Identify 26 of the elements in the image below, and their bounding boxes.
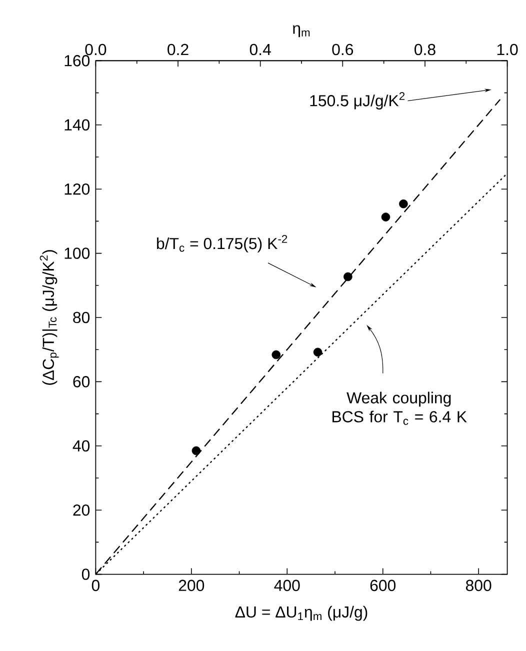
annotation: b/T$_{c}$ = 0.175(5) K$^{-2}$ <box>157 234 288 252</box>
y-tick-label: 100 <box>64 248 90 259</box>
x2-tick-label: 0.0 <box>85 44 106 56</box>
x-tick-label: 0 <box>92 580 100 592</box>
y-tick-label: 0 <box>82 568 90 580</box>
y-tick-label: 160 <box>64 55 90 66</box>
x2-tick-label: 1.0 <box>497 44 518 56</box>
y-tick-label: 120 <box>64 183 90 195</box>
y-tick-label: 20 <box>73 504 90 516</box>
y-tick-label: 60 <box>73 376 90 388</box>
annotation: 150.5 μJ/g/K$^{2}$ <box>310 92 405 110</box>
x-tick-label: 400 <box>274 580 300 592</box>
x-tick-label: 600 <box>370 580 396 592</box>
x2-axis-title: η$_{m}$ <box>293 25 310 38</box>
y-tick-label: 80 <box>73 312 90 324</box>
x-tick-label: 200 <box>178 580 204 592</box>
y-tick-label: 40 <box>72 440 90 452</box>
x2-tick-label: 0.8 <box>414 44 436 56</box>
y-tick-label: 140 <box>64 119 90 131</box>
x2-tick-label: 0.4 <box>250 44 271 56</box>
y-axis-title: (ΔC$_{p}$/T)|$_{Tc}$ (μJ/g/K$^{2}$) <box>40 250 59 385</box>
x2-tick-label: 0.2 <box>168 44 188 56</box>
x2-tick-label: 0.6 <box>332 44 354 56</box>
annotation: Weak coupling BCS for T$_{c}$ = 6.4 K <box>332 392 467 425</box>
x-axis-title: ΔU = ΔU$_{1}$η$_{m}$ (μJ/g) <box>235 606 368 621</box>
x-tick-label: 800 <box>466 580 492 592</box>
